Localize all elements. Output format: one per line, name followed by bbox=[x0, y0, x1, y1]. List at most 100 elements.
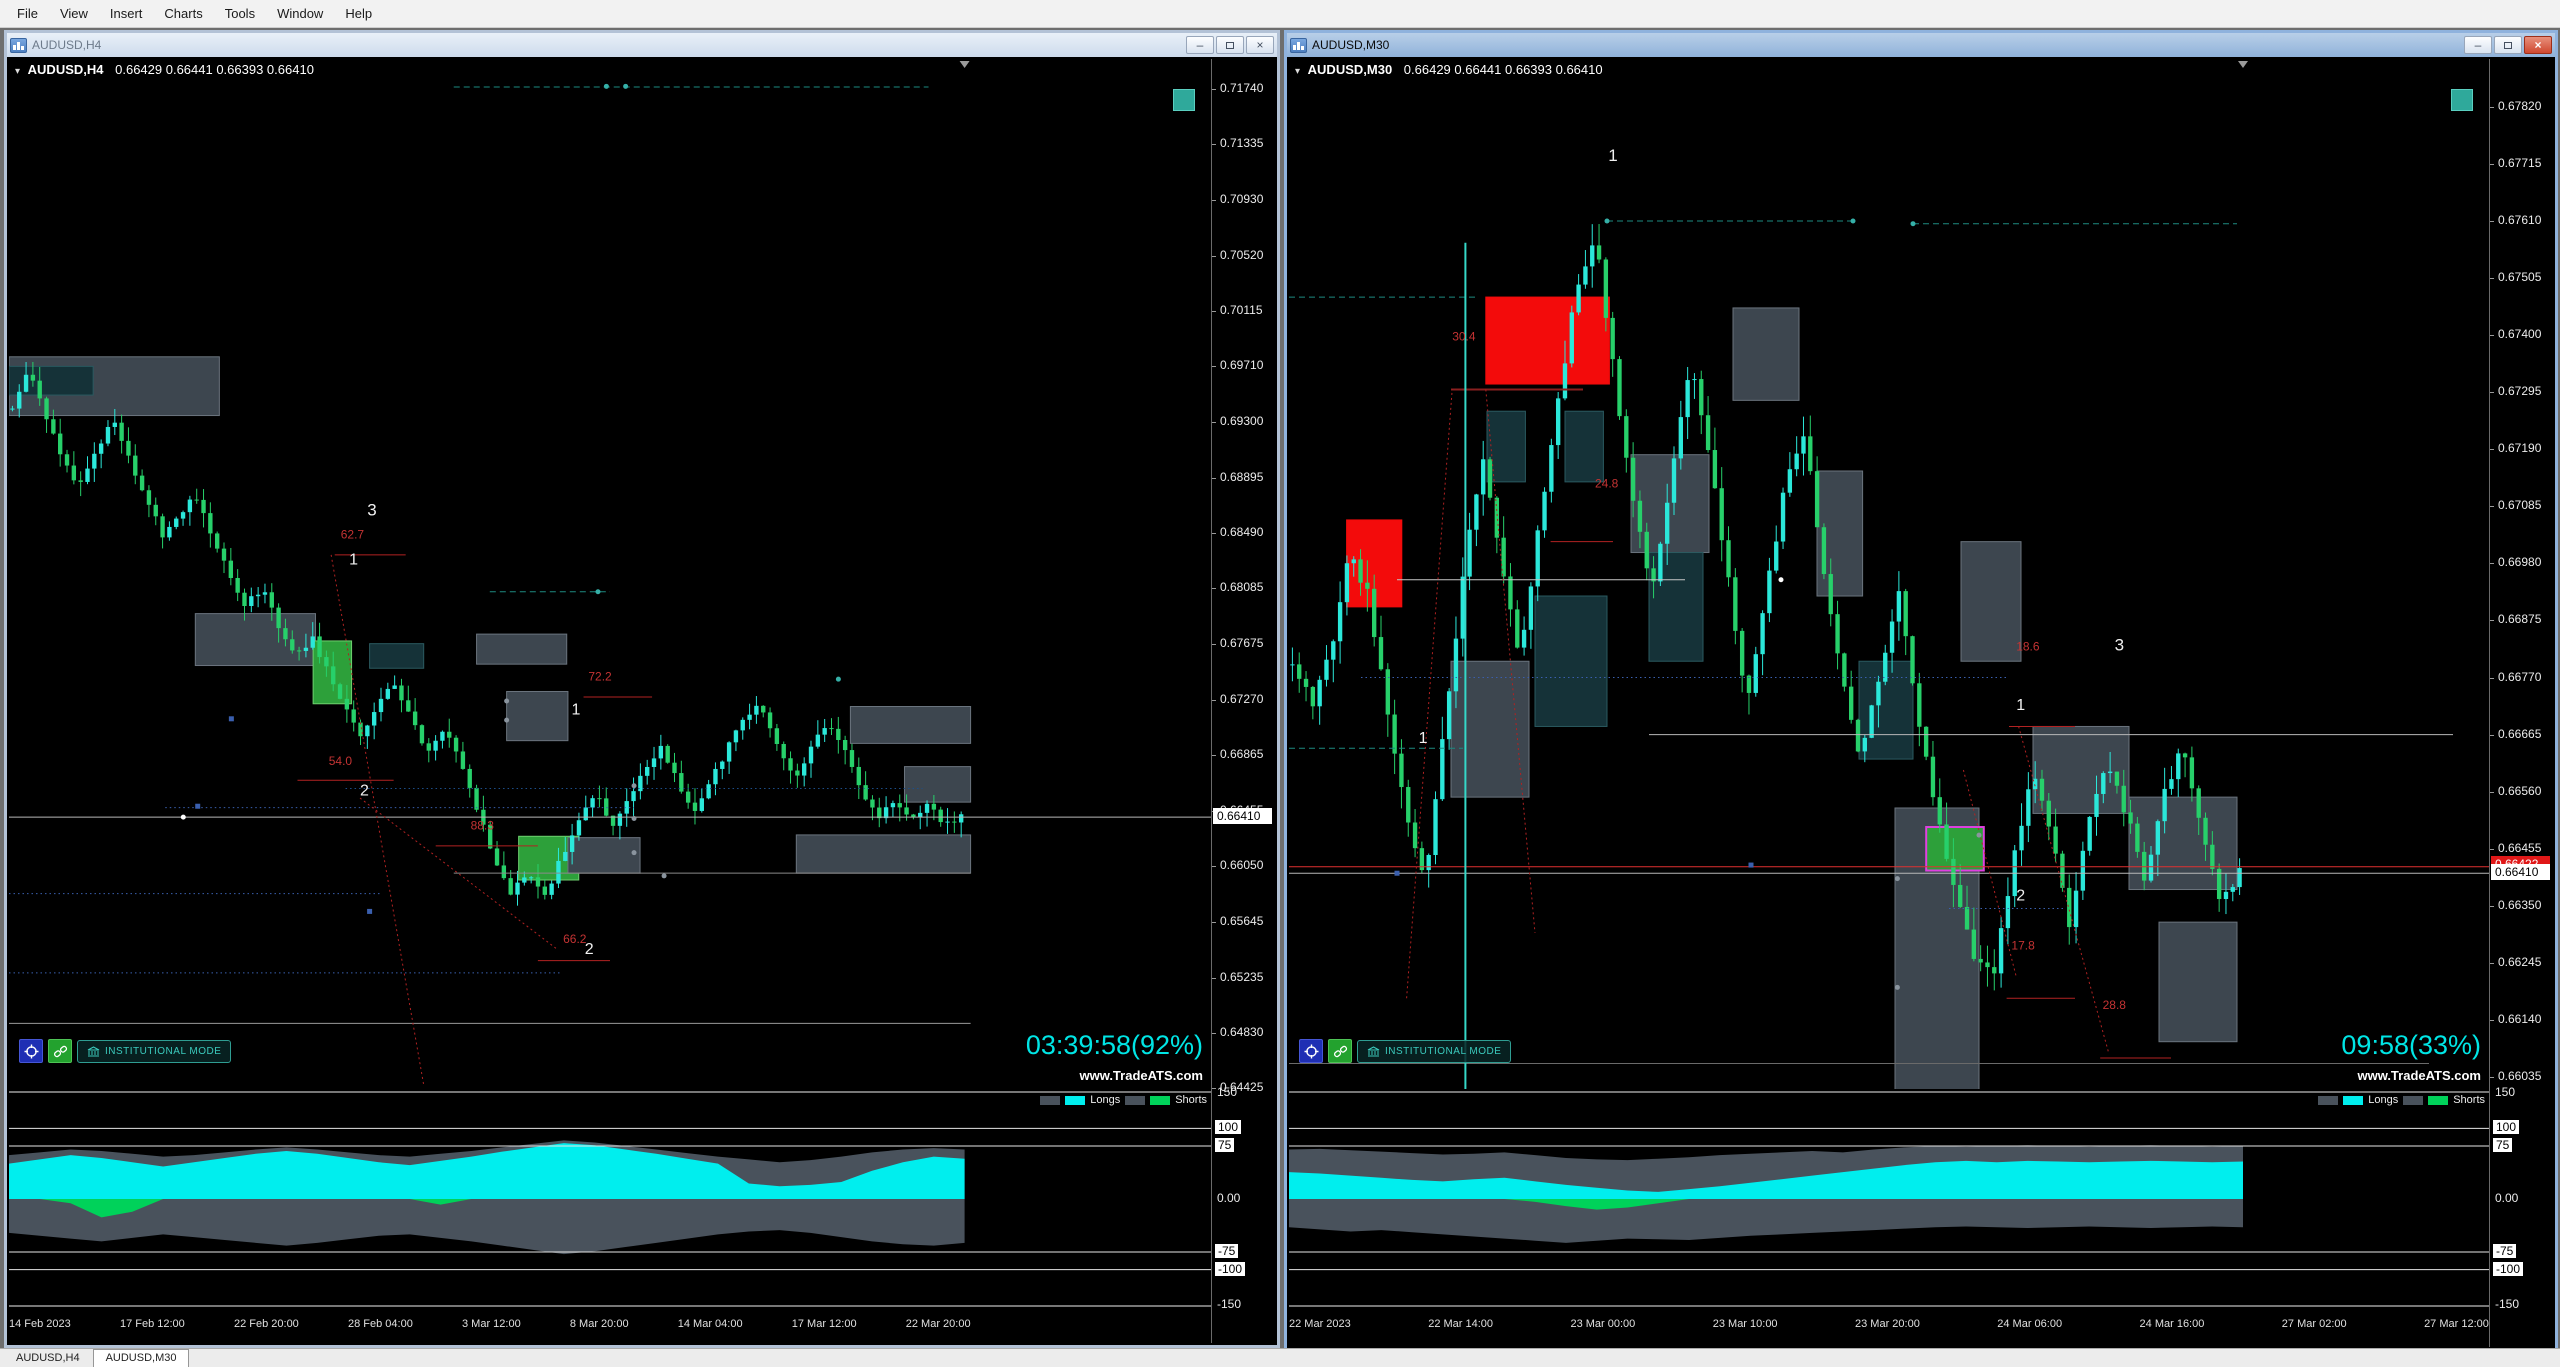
price-tick: 0.67400 bbox=[2498, 327, 2542, 342]
longs-label: Longs bbox=[2368, 1094, 2399, 1106]
mode-button-label: INSTITUTIONAL MODE bbox=[105, 1045, 222, 1057]
svg-text:2: 2 bbox=[2016, 887, 2025, 904]
restore-icon bbox=[2504, 41, 2512, 49]
price-tick-mark bbox=[1212, 311, 1216, 313]
svg-text:88.3: 88.3 bbox=[471, 818, 495, 832]
price-tick-mark bbox=[1212, 255, 1216, 257]
longs-shorts-indicator-pane[interactable]: Longs Shorts bbox=[9, 1091, 1211, 1307]
shorts-band-swatch bbox=[1125, 1095, 1146, 1105]
price-tick-mark bbox=[2490, 278, 2494, 280]
restore-button[interactable] bbox=[2494, 36, 2522, 54]
price-tick: 0.68895 bbox=[1220, 469, 1264, 484]
indicator-legend: Longs Shorts bbox=[1040, 1094, 1207, 1106]
price-tick: 0.67270 bbox=[1220, 691, 1264, 706]
watermark-url: www.TradeATS.com bbox=[2357, 1068, 2481, 1083]
dropdown-icon[interactable]: ▾ bbox=[15, 66, 21, 77]
watermark-url: www.TradeATS.com bbox=[1079, 1068, 1203, 1083]
time-tick: 24 Mar 16:00 bbox=[2139, 1318, 2205, 1330]
session-timer: 09:58(33%) bbox=[2341, 1030, 2481, 1060]
price-tick: 0.67505 bbox=[2498, 270, 2542, 285]
current-price-tag: 0.66410 bbox=[2491, 864, 2550, 881]
menu-item-insert[interactable]: Insert bbox=[109, 6, 143, 21]
menu-item-file[interactable]: File bbox=[17, 6, 38, 21]
price-tick-mark bbox=[1212, 422, 1216, 424]
panel-toggle-button[interactable] bbox=[1173, 89, 1195, 111]
close-button[interactable]: × bbox=[1246, 36, 1274, 54]
chart-icon bbox=[1290, 37, 1307, 53]
price-tick: 0.67610 bbox=[2498, 212, 2542, 227]
price-tick: 0.66050 bbox=[1220, 858, 1264, 873]
minimize-button[interactable]: – bbox=[1186, 36, 1214, 54]
price-tick: 0.66665 bbox=[2498, 726, 2542, 741]
price-tick-mark bbox=[1212, 144, 1216, 146]
chart-tab-bar: AUDUSD,H4 AUDUSD,M30 bbox=[0, 1348, 2560, 1367]
price-tick-mark bbox=[1212, 644, 1216, 646]
price-tick-mark bbox=[2490, 163, 2494, 165]
chart-tab[interactable]: AUDUSD,M30 bbox=[92, 1349, 190, 1367]
price-tick: 0.70115 bbox=[1220, 303, 1263, 318]
crosshair-button[interactable] bbox=[19, 1039, 43, 1063]
indicator-tick: 100 bbox=[2493, 1120, 2520, 1135]
mode-toolbar: INSTITUTIONAL MODE bbox=[1299, 1039, 1512, 1063]
price-tick: 0.66350 bbox=[2498, 897, 2542, 912]
window-titlebar[interactable]: AUDUSD,M30 – × bbox=[1287, 33, 2555, 57]
chart-tab[interactable]: AUDUSD,H4 bbox=[16, 1352, 80, 1364]
indicator-tick: 75 bbox=[2493, 1138, 2513, 1152]
menu-item-help[interactable]: Help bbox=[345, 6, 373, 21]
indicator-tick: 150 bbox=[2495, 1085, 2516, 1099]
price-tick-mark bbox=[1212, 588, 1216, 590]
time-tick: 17 Mar 12:00 bbox=[791, 1318, 857, 1330]
price-tick: 0.66560 bbox=[2498, 783, 2542, 798]
ohlc-row: ▾ AUDUSD,H4 0.66429 0.66441 0.66393 0.66… bbox=[15, 62, 314, 77]
minimize-button[interactable]: – bbox=[2464, 36, 2492, 54]
link-button[interactable] bbox=[48, 1039, 72, 1063]
shorts-band-swatch bbox=[2403, 1095, 2424, 1105]
price-tick: 0.66875 bbox=[2498, 612, 2542, 627]
price-tick: 0.67295 bbox=[2498, 384, 2542, 399]
time-tick: 22 Mar 14:00 bbox=[1428, 1318, 1494, 1330]
institutional-mode-button[interactable]: INSTITUTIONAL MODE bbox=[77, 1039, 232, 1063]
window-titlebar[interactable]: AUDUSD,H4 – × bbox=[7, 33, 1277, 57]
chart-window-h4: AUDUSD,H4 – × 3 62.7 1 72.2 1 54.0 2 88.3 66.2 2 … bbox=[4, 30, 1280, 1348]
menu-item-tools[interactable]: Tools bbox=[224, 6, 256, 21]
price-tick-mark bbox=[1212, 89, 1216, 91]
chart-content: 1 30.4 24.8 18.6 3 1 1 2 17.8 28.8 ▾ AUDUSD,M30 0… bbox=[1287, 57, 2555, 1349]
time-axis: 22 Mar 2023 22 Mar 14:00 23 Mar 00:00 23 Ma… bbox=[1289, 1315, 2489, 1335]
price-axis[interactable]: 150 100 75 0.00 -75 -100 -150 0.67820 0.67715 0.6… bbox=[2489, 59, 2553, 1347]
price-tick: 0.66245 bbox=[2498, 954, 2542, 969]
price-tick: 0.70930 bbox=[1220, 191, 1264, 206]
time-tick: 8 Mar 20:00 bbox=[569, 1318, 629, 1330]
time-tick: 3 Mar 12:00 bbox=[462, 1318, 521, 1330]
time-tick: 22 Mar 20:00 bbox=[905, 1318, 971, 1330]
menu-item-window[interactable]: Window bbox=[277, 6, 324, 21]
price-tick-mark bbox=[2490, 220, 2494, 222]
institutional-mode-button[interactable]: INSTITUTIONAL MODE bbox=[1357, 1039, 1512, 1063]
price-tick: 0.66980 bbox=[2498, 555, 2542, 570]
close-button[interactable]: × bbox=[2524, 36, 2552, 54]
panel-toggle-button[interactable] bbox=[2451, 89, 2473, 111]
longs-shorts-indicator-pane[interactable]: Longs Shorts bbox=[1289, 1091, 2489, 1307]
menu-item-charts[interactable]: Charts bbox=[164, 6, 203, 21]
dropdown-icon[interactable]: ▾ bbox=[1295, 66, 1301, 77]
mode-button-label: INSTITUTIONAL MODE bbox=[1385, 1045, 1502, 1057]
session-timer: 03:39:58(92%) bbox=[1025, 1030, 1203, 1060]
crosshair-icon bbox=[1304, 1044, 1318, 1058]
indicator-legend: Longs Shorts bbox=[2318, 1094, 2485, 1106]
link-button[interactable] bbox=[1328, 1039, 1352, 1063]
price-tick-mark bbox=[1212, 755, 1216, 756]
menu-item-view[interactable]: View bbox=[59, 6, 88, 21]
time-tick: 28 Feb 04:00 bbox=[347, 1318, 413, 1330]
chart-plot-area[interactable]: 3 62.7 1 72.2 1 54.0 2 88.3 66.2 2 ▾ AUDUSD,H4 0.… bbox=[9, 59, 1211, 1089]
restore-icon bbox=[1226, 41, 1234, 49]
price-tick: 0.66455 bbox=[2498, 840, 2542, 855]
indicator-tick: -100 bbox=[1215, 1261, 1246, 1276]
restore-button[interactable] bbox=[1216, 36, 1244, 54]
crosshair-button[interactable] bbox=[1299, 1039, 1323, 1063]
indicator-layer bbox=[1289, 1127, 2489, 1271]
price-tick-mark bbox=[1212, 199, 1216, 201]
crosshair-icon bbox=[24, 1044, 38, 1058]
chart-plot-area[interactable]: 1 30.4 24.8 18.6 3 1 1 2 17.8 28.8 ▾ AUDUSD,M30 0… bbox=[1289, 59, 2489, 1089]
price-axis[interactable]: 150 100 75 0.00 -75 -100 -150 0.71740 0.71335 0.7… bbox=[1211, 59, 1275, 1343]
longs-swatch bbox=[2343, 1095, 2364, 1105]
link-icon bbox=[1333, 1045, 1347, 1057]
